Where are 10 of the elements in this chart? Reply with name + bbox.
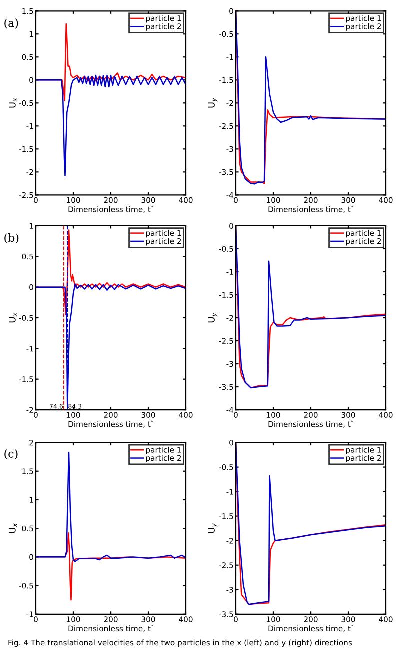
text: (b)	[4, 233, 19, 244]
y-axis-title: U$_{y}$	[208, 98, 218, 108]
text: (c)	[4, 449, 18, 460]
y-axis-title: U$_{y}$	[208, 523, 218, 534]
text: (a)	[4, 18, 18, 29]
y-axis-title: U$_{x}$	[9, 98, 18, 108]
y-axis-title: U$_{x}$	[9, 523, 18, 534]
line-series	[36, 74, 186, 176]
y-axis-title: U$_{x}$	[9, 312, 18, 323]
y-axis-title: U$_{y}$	[208, 312, 218, 323]
